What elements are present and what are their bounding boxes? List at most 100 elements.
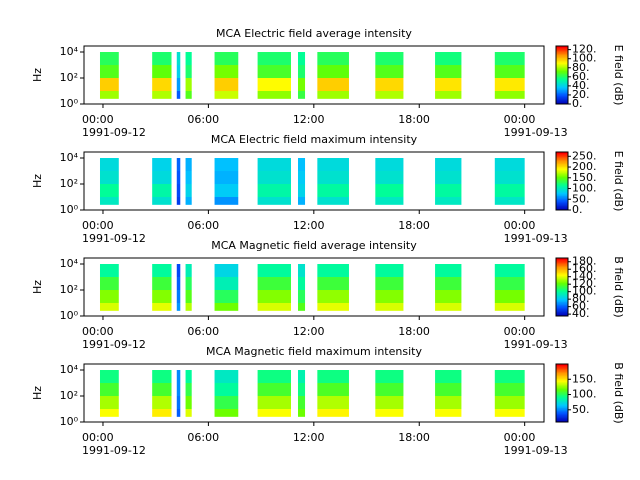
colorbar-swatch — [556, 278, 568, 281]
colorbar-swatch — [556, 262, 568, 265]
colorbar-swatch — [556, 368, 568, 371]
colorbar-label: E field (dB) — [612, 45, 625, 106]
colorbar-swatch — [556, 160, 568, 163]
spectrogram-cell — [185, 91, 192, 99]
colorbar-tick-label: 40. — [572, 307, 590, 320]
spectrogram-cell — [214, 91, 239, 99]
spectrogram-cell — [185, 158, 192, 172]
y-tick-label: 10⁰ — [60, 415, 79, 428]
y-tick-label: 10² — [60, 71, 78, 84]
colorbar-swatch — [556, 72, 568, 75]
spectrogram-cell — [435, 277, 462, 291]
colorbar-frame — [555, 151, 569, 211]
colorbar-swatch — [556, 179, 568, 182]
spectrogram-cell — [214, 184, 239, 198]
spectrogram-cell — [152, 171, 172, 185]
spectrogram-cell — [494, 184, 525, 198]
y-tick-label: 10⁴ — [60, 45, 79, 58]
colorbar-swatch — [556, 291, 568, 294]
colorbar-swatch — [556, 191, 568, 194]
spectrogram-cell — [317, 197, 349, 205]
spectrogram-cell — [214, 52, 239, 66]
x-tick-label: 12:00 — [293, 325, 325, 338]
x-tick-label: 00:00 — [82, 325, 114, 338]
colorbar-swatch — [556, 54, 568, 57]
colorbar-swatch — [556, 204, 568, 207]
spectrogram-cell — [152, 197, 172, 205]
date-label: 1991-09-13 — [504, 444, 568, 457]
spectrogram-cell — [99, 290, 119, 304]
spectrogram-cell — [99, 197, 119, 205]
spectrogram-cell — [494, 91, 525, 99]
spectrogram-cell — [214, 303, 239, 311]
colorbar-tick-label: 140. — [572, 270, 597, 283]
colorbar-swatch — [556, 394, 568, 397]
colorbar-swatch — [556, 311, 568, 314]
x-tick-label: 00:00 — [504, 219, 536, 232]
colorbar-swatch — [556, 379, 568, 382]
colorbar-swatch — [556, 292, 568, 295]
colorbar-swatch — [556, 165, 568, 167]
x-tick-label: 18:00 — [398, 219, 430, 232]
spectrogram-cell — [185, 171, 192, 185]
spectrogram-cell — [317, 264, 349, 278]
colorbar-tick-label: 150. — [572, 171, 597, 184]
spectrogram-cell — [317, 396, 349, 410]
spectrogram-cell — [185, 65, 192, 79]
colorbar-swatch — [556, 173, 568, 176]
colorbar-swatch — [556, 375, 568, 378]
colorbar-swatch — [556, 207, 568, 210]
spectrogram-cell — [317, 78, 349, 92]
colorbar-tick-label: 100. — [572, 285, 597, 298]
spectrogram-cell — [375, 264, 404, 278]
spectrogram-cell — [435, 184, 462, 198]
spectrogram-cell — [214, 290, 239, 304]
spectrogram-cell — [176, 197, 181, 205]
x-tick-label: 12:00 — [293, 219, 325, 232]
spectrogram-cell — [185, 78, 192, 92]
colorbar-swatch — [556, 89, 568, 92]
colorbar-swatch — [556, 413, 568, 416]
spectrogram-cell — [214, 383, 239, 397]
spectrogram-cell — [257, 65, 291, 79]
spectrogram-cell — [185, 409, 192, 417]
colorbar-swatch — [556, 194, 568, 196]
colorbar-tick-label: 20. — [572, 88, 590, 101]
spectrogram-cell — [257, 409, 291, 417]
spectrogram-cell — [185, 277, 192, 291]
colorbar-swatch — [556, 411, 568, 414]
colorbar-swatch — [556, 188, 568, 191]
spectrogram-cell — [298, 370, 306, 384]
spectrogram-cell — [214, 171, 239, 185]
spectrogram-cell — [99, 303, 119, 311]
spectrogram-cell — [494, 158, 525, 172]
spectrogram-cell — [257, 52, 291, 66]
spectrogram-cell — [298, 78, 306, 92]
x-tick-label: 12:00 — [293, 431, 325, 444]
spectrogram-cell — [257, 158, 291, 172]
colorbar-swatch — [556, 263, 568, 266]
colorbar-swatch — [556, 310, 568, 313]
spectrogram-cell — [176, 303, 181, 311]
colorbar-swatch — [556, 53, 568, 56]
spectrogram-cell — [317, 290, 349, 304]
spectrogram-cell — [435, 197, 462, 205]
spectrogram-cell — [317, 409, 349, 417]
spectrogram-cell — [435, 409, 462, 417]
spectrogram-cell — [257, 171, 291, 185]
spectrogram-cell — [298, 52, 306, 66]
spectrogram-cell — [214, 65, 239, 79]
colorbar-swatch — [556, 176, 568, 179]
y-tick-label: 10⁰ — [60, 203, 79, 216]
spectrogram-cell — [176, 91, 181, 99]
spectrogram-cell — [375, 52, 404, 66]
colorbar-swatch — [556, 88, 568, 90]
colorbar-tick-label: 50. — [572, 192, 590, 205]
colorbar-swatch — [556, 76, 568, 79]
colorbar-swatch — [556, 95, 568, 98]
colorbar-tick-label: 120. — [572, 43, 597, 56]
spectrogram-cell — [176, 171, 181, 185]
colorbar-label: B field (dB) — [612, 362, 625, 423]
colorbar-swatch — [556, 288, 568, 291]
colorbar-swatch — [556, 64, 568, 67]
